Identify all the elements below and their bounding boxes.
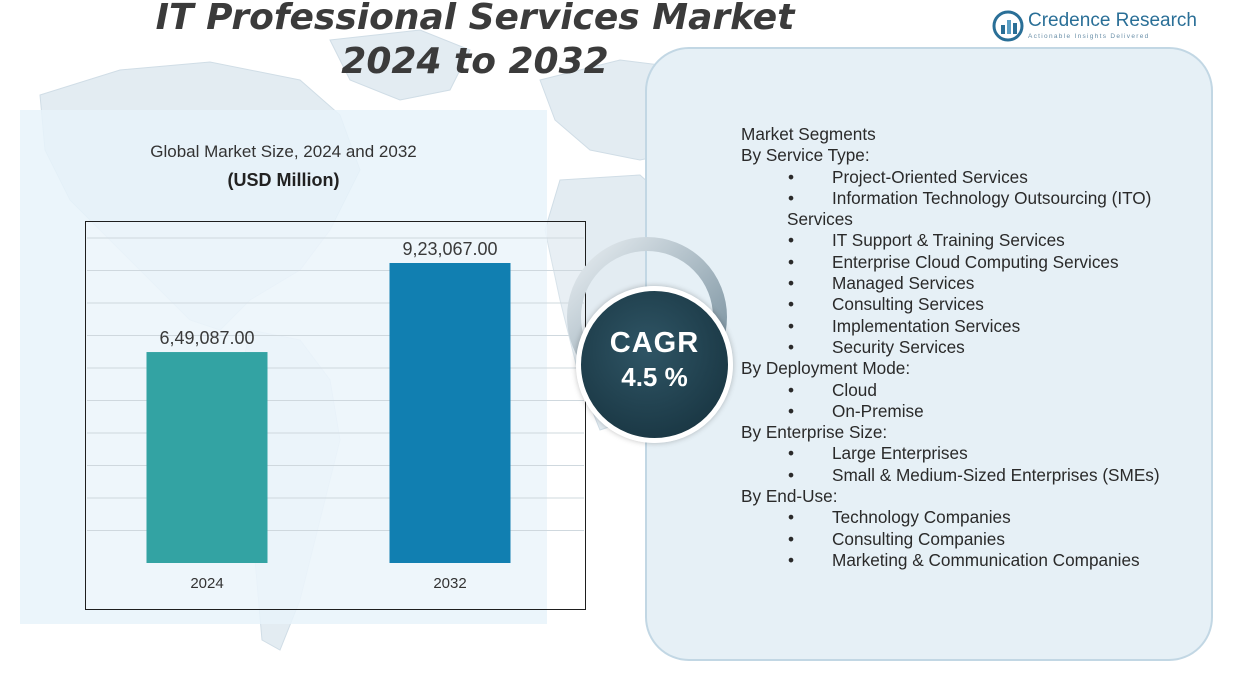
segment-item: Cloud — [741, 380, 1211, 402]
title-line-1: IT Professional Services Market — [155, 0, 795, 38]
segment-item: Technology Companies — [741, 507, 1211, 529]
title-line-2: 2024 to 2032 — [341, 41, 609, 82]
segment-group-title: By End-Use: — [741, 486, 838, 507]
segment-item: Large Enterprises — [741, 443, 1211, 465]
cagr-badge — [576, 286, 733, 443]
segment-group-title: By Deployment Mode: — [741, 358, 911, 379]
page-title: IT Professional Services Market 2024 to … — [150, 0, 800, 84]
brand-name: Credence Research — [1028, 10, 1197, 31]
market-segments-list: Market Segments By Service Type: Project… — [741, 124, 1211, 572]
cagr-label: CAGR — [609, 327, 700, 359]
chart-unit: (USD Million) — [227, 170, 340, 190]
segment-item: On-Premise — [741, 401, 1211, 423]
segment-item: Implementation Services — [741, 316, 1211, 338]
segment-item: Security Services — [741, 337, 1211, 359]
segment-item-continuation: Services — [787, 209, 853, 230]
segment-item: IT Support & Training Services — [741, 230, 1211, 252]
segment-item: Marketing & Communication Companies — [741, 550, 1211, 572]
cagr-text: CAGR 4.5 % — [576, 326, 733, 394]
segment-item: Information Technology Outsourcing (ITO) — [741, 188, 1211, 210]
segment-item: Consulting Companies — [741, 529, 1211, 551]
credence-logo-icon — [992, 10, 1024, 42]
segment-item: Enterprise Cloud Computing Services — [741, 252, 1211, 274]
segments-header: Market Segments — [741, 124, 876, 144]
brand-logo: Credence Research Actionable Insights De… — [992, 8, 1202, 44]
chart-frame — [85, 221, 586, 610]
segment-item: Small & Medium-Sized Enterprises (SMEs) — [741, 465, 1211, 487]
segment-item: Project-Oriented Services — [741, 167, 1211, 189]
cagr-value: 4.5 % — [621, 362, 688, 392]
segment-item: Managed Services — [741, 273, 1211, 295]
segment-group-title: By Enterprise Size: — [741, 422, 888, 443]
brand-tagline: Actionable Insights Delivered — [1028, 33, 1150, 40]
chart-title: Global Market Size, 2024 and 2032 — [150, 142, 417, 161]
segment-group-title: By Service Type: — [741, 145, 870, 166]
segment-item: Consulting Services — [741, 294, 1211, 316]
